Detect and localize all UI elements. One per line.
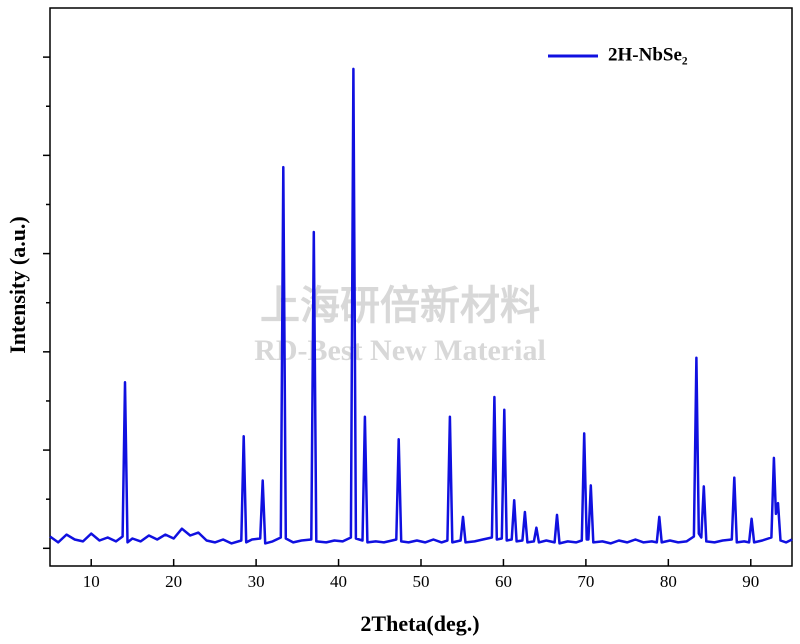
x-tick-label: 90: [742, 572, 759, 591]
x-tick-label: 70: [577, 572, 594, 591]
x-axis-label: 2Theta(deg.): [360, 611, 479, 636]
legend-label: 2H-NbSe₂: [608, 44, 688, 65]
x-tick-label: 60: [495, 572, 512, 591]
x-tick-label: 50: [413, 572, 430, 591]
x-tick-label: 80: [660, 572, 677, 591]
x-tick-label: 20: [165, 572, 182, 591]
data-line: [49, 67, 793, 545]
watermark: 上海研倍新材料: [260, 283, 540, 328]
x-tick-label: 40: [330, 572, 347, 591]
x-tick-label: 10: [83, 572, 100, 591]
watermark: RD-Best New Material: [254, 334, 546, 367]
x-tick-label: 30: [248, 572, 265, 591]
y-axis-label: Intensity (a.u.): [5, 216, 30, 354]
